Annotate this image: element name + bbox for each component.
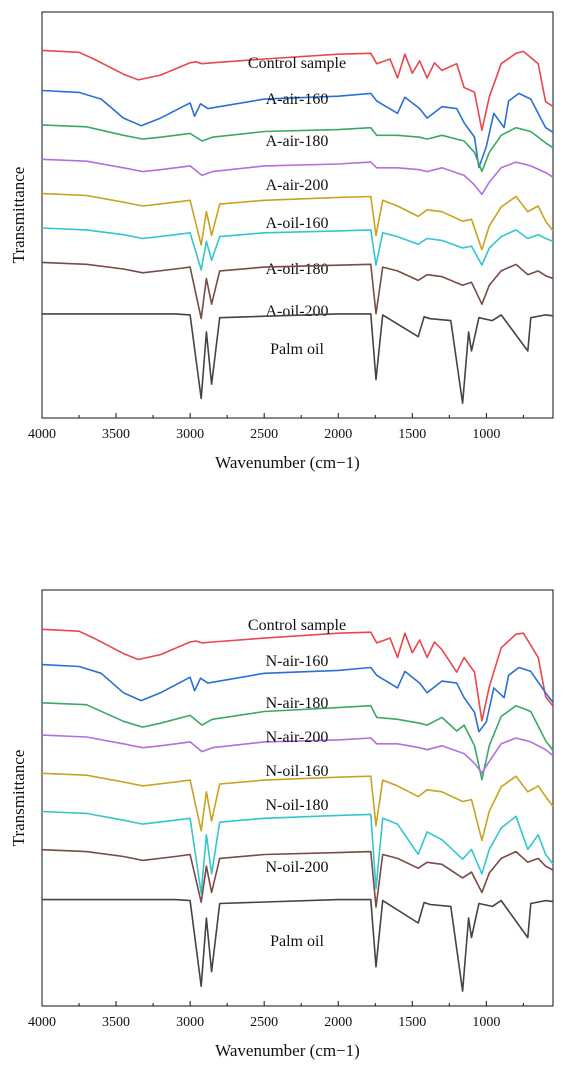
series-label-n-oil-200: N-oil-200 (265, 859, 328, 876)
series-line-a-oil-160 (41, 192, 554, 251)
series-label-a-air-180: A-air-180 (266, 133, 329, 150)
x-tick-label: 1000 (472, 1015, 500, 1030)
series-line-n-air-160 (41, 663, 554, 733)
series-line-n-oil-200 (41, 848, 554, 908)
series-label-n-oil-160: N-oil-160 (265, 763, 328, 780)
x-tick-label: 1000 (472, 427, 500, 442)
x-tick-label: 2500 (250, 427, 278, 442)
x-tick-label: 3000 (176, 427, 204, 442)
x-tick-label: 2500 (250, 1015, 278, 1030)
series-label-a-oil-200: A-oil-200 (265, 303, 328, 320)
series-line-a-air-200 (41, 158, 554, 196)
x-tick-label: 3000 (176, 1015, 204, 1030)
plot-frame (41, 11, 554, 419)
series-label-n-oil-180: N-oil-180 (265, 797, 328, 814)
series-label-control-sample: Control sample (248, 617, 346, 634)
series-label-n-air-180: N-air-180 (266, 695, 329, 712)
series-label-a-oil-180: A-oil-180 (265, 261, 328, 278)
series-line-n-air-200 (41, 734, 554, 774)
series-label-n-air-200: N-air-200 (266, 729, 329, 746)
series-line-a-air-180 (41, 124, 554, 173)
series-label-a-air-160: A-air-160 (266, 91, 329, 108)
series-label-palm-oil: Palm oil (270, 341, 324, 358)
series-line-a-air-160 (41, 89, 554, 169)
series-label-a-air-200: A-air-200 (266, 177, 329, 194)
series-line-control-sample (41, 628, 554, 722)
x-tick-label: 1500 (398, 1015, 426, 1030)
series-line-a-oil-200 (41, 261, 554, 320)
x-axis-label: Wavenumber (cm−1) (215, 1041, 360, 1060)
series-line-control-sample (41, 49, 554, 131)
plot-frame (41, 589, 554, 1007)
y-axis-label: Transmittance (9, 167, 28, 264)
x-tick-label: 1500 (398, 427, 426, 442)
y-axis-label: Transmittance (9, 750, 28, 847)
series-line-n-oil-160 (41, 772, 554, 842)
x-tick-label: 4000 (28, 1015, 56, 1030)
series-label-n-air-160: N-air-160 (266, 653, 329, 670)
series-line-n-oil-180 (41, 810, 554, 894)
series-label-control-sample: Control sample (248, 55, 346, 72)
series-line-palm-oil (42, 313, 554, 404)
series-label-palm-oil: Palm oil (270, 933, 324, 950)
x-axis-label: Wavenumber (cm−1) (215, 453, 360, 472)
x-tick-label: 2000 (324, 1015, 352, 1030)
x-tick-label: 3500 (102, 427, 130, 442)
series-label-a-oil-160: A-oil-160 (265, 215, 328, 232)
chart-panel-1: 4000 3500 3000 2500 2000 1500 1000 Wavenumber (… (9, 11, 554, 472)
series-line-n-air-180 (41, 702, 554, 781)
series-line-a-oil-180 (41, 227, 554, 271)
series-line-palm-oil (42, 898, 554, 992)
x-tick-label: 2000 (324, 427, 352, 442)
x-tick-label: 4000 (28, 427, 56, 442)
x-tick-label: 3500 (102, 1015, 130, 1030)
chart-panel-2: 4000 3500 3000 2500 2000 1500 1000 Wavenumber (… (9, 589, 554, 1060)
